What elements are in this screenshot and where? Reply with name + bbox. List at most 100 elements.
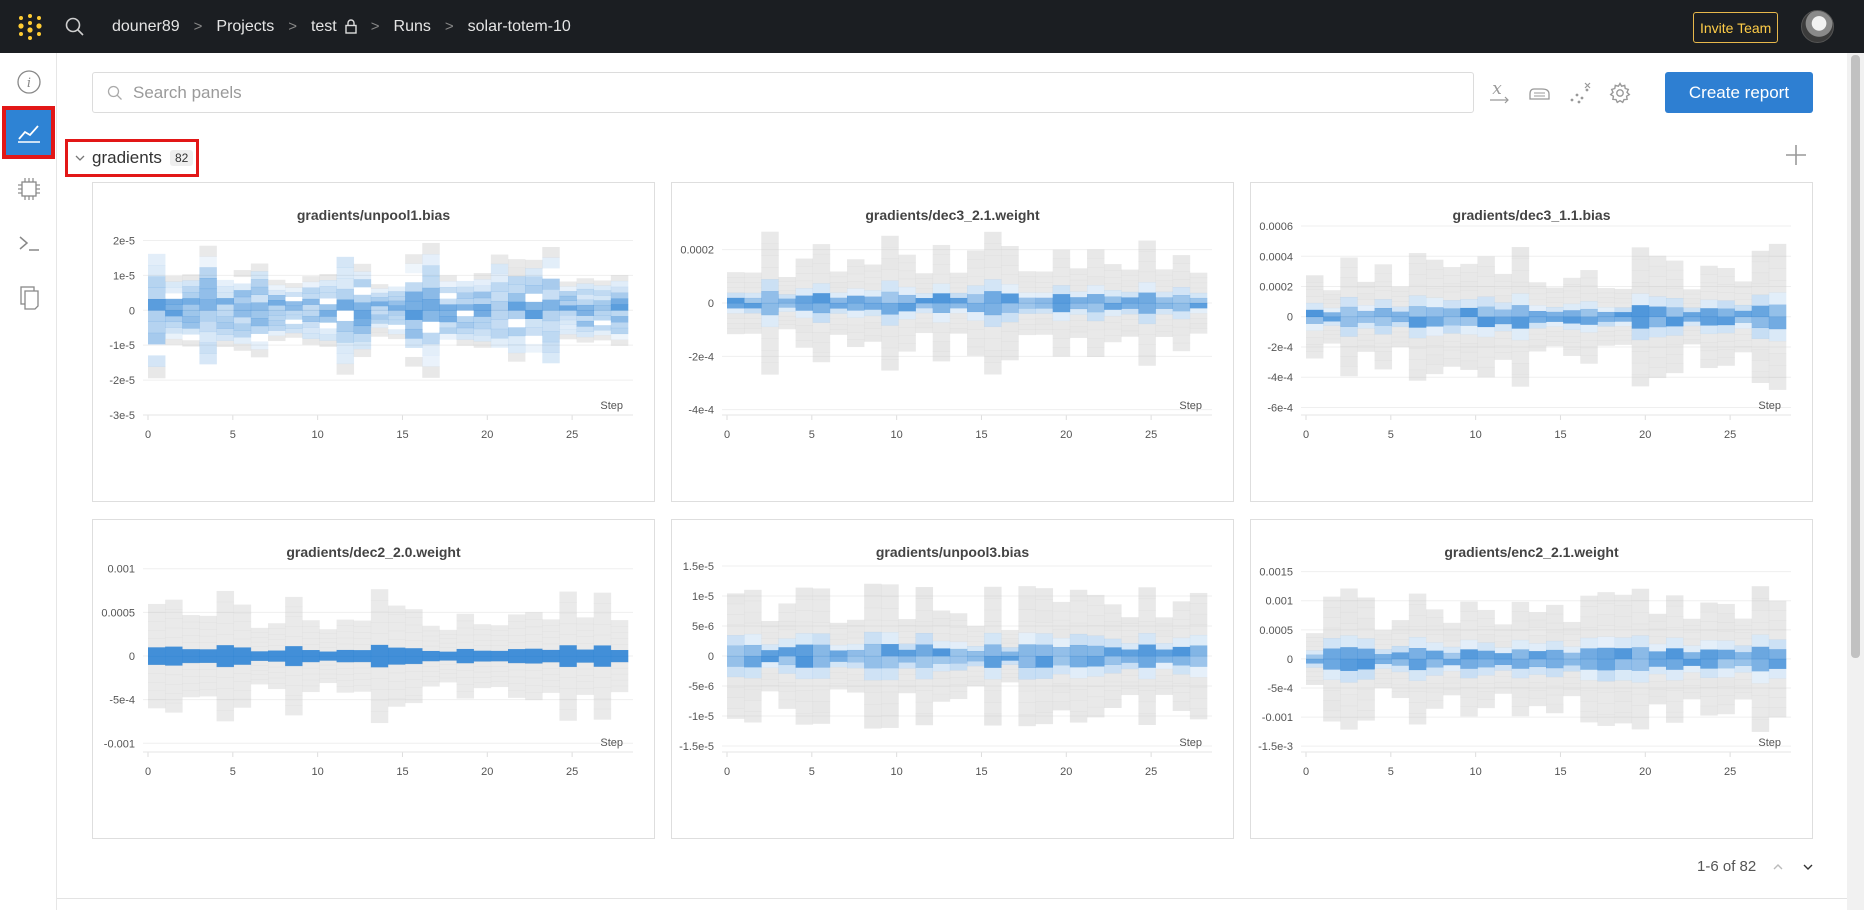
histogram-bin	[812, 678, 831, 691]
histogram-bin	[1751, 316, 1770, 329]
scrollbar-thumb[interactable]	[1851, 55, 1860, 658]
histogram-bin	[1580, 711, 1598, 723]
chart-panel[interactable]: gradients/unpool3.bias 1.5e-5 1e-5 5e-6 0 -5…	[671, 519, 1234, 839]
histogram-bin	[1563, 329, 1581, 337]
histogram-bin	[1717, 324, 1735, 334]
histogram-bin	[949, 292, 968, 299]
histogram-bin	[1306, 633, 1324, 638]
sidebar-files-button[interactable]	[4, 272, 53, 321]
histogram-bin	[388, 334, 406, 340]
histogram-bin	[1155, 308, 1174, 315]
histogram-bin	[1631, 258, 1650, 271]
histogram-bin	[1580, 308, 1598, 318]
histogram-bin	[1087, 666, 1105, 677]
breadcrumb-runs[interactable]: Runs	[393, 17, 431, 35]
histogram-bin	[336, 363, 355, 375]
histogram-bin	[1614, 680, 1633, 692]
global-search-icon[interactable]	[60, 12, 90, 42]
histogram-bin	[1069, 644, 1088, 657]
histogram-bin	[1683, 312, 1701, 318]
histogram-bin	[795, 265, 814, 274]
histogram-bin	[165, 310, 183, 317]
histogram-bin	[1138, 292, 1156, 304]
histogram-bin	[1666, 690, 1684, 702]
histogram-bin	[1546, 667, 1564, 678]
search-panels-input[interactable]	[133, 82, 1433, 103]
histogram-bin	[165, 298, 183, 305]
histogram-bin	[1666, 648, 1684, 660]
histogram-bin	[1001, 664, 1019, 670]
histogram-bin	[761, 632, 779, 639]
histogram-bin	[1477, 336, 1495, 348]
breadcrumb-project[interactable]: test	[310, 17, 337, 35]
histogram-bin	[1340, 623, 1358, 636]
histogram-bin	[182, 662, 200, 670]
histogram-bin	[1357, 281, 1375, 289]
histogram-bin	[473, 645, 492, 651]
histogram-bin	[353, 271, 372, 280]
histogram-bin	[576, 315, 595, 322]
sidebar-system-button[interactable]	[4, 164, 53, 213]
chart-panel[interactable]: gradients/dec2_2.0.weight 0.001 0.0005 0 -5…	[92, 519, 655, 839]
histogram-bin	[1087, 267, 1105, 277]
histogram-bin	[559, 281, 577, 287]
chart-panel[interactable]: gradients/dec3_2.1.weight 0.0002 0 -2e-4 -4…	[671, 182, 1234, 502]
histogram-bin	[932, 618, 951, 626]
chart-panel[interactable]: gradients/enc2_2.1.weight 0.0015 0.001 0.0…	[1250, 519, 1813, 839]
histogram-bin	[1172, 646, 1191, 657]
histogram-bin	[761, 326, 779, 339]
create-report-button[interactable]: Create report	[1665, 72, 1813, 113]
breadcrumb-projects[interactable]: Projects	[216, 17, 275, 35]
page-scrollbar[interactable]	[1847, 53, 1864, 910]
histogram-bin	[915, 307, 934, 314]
histogram-bin	[1357, 305, 1375, 312]
histogram-bin	[881, 347, 899, 360]
histogram-bin	[1155, 681, 1174, 689]
histogram-bin	[744, 700, 762, 712]
sidebar-charts-button[interactable]	[2, 106, 55, 159]
histogram-bin	[1751, 598, 1770, 611]
settings-button[interactable]	[1605, 78, 1635, 108]
breadcrumb-user[interactable]: douner89	[112, 17, 180, 35]
histogram-bin	[949, 613, 968, 621]
histogram-bin	[744, 323, 762, 329]
histogram-bin	[1391, 645, 1410, 653]
histogram-bin	[490, 310, 509, 320]
histogram-bin	[525, 259, 543, 269]
add-panel-button[interactable]	[1781, 140, 1811, 170]
section-header[interactable]: gradients 82	[65, 139, 199, 177]
histogram-bin	[1580, 347, 1598, 356]
histogram-bin	[812, 253, 831, 265]
smoothing-button[interactable]	[1525, 78, 1555, 108]
wandb-logo-icon[interactable]	[0, 0, 60, 53]
histogram-bin	[1580, 595, 1598, 607]
histogram-bin	[1528, 322, 1547, 329]
histogram-bin	[302, 644, 320, 651]
histogram-bin	[1580, 616, 1598, 628]
histogram-bin	[199, 321, 217, 333]
sidebar-info-button[interactable]: i	[4, 57, 53, 106]
histogram-bin	[456, 648, 475, 657]
x-axis-settings-button[interactable]: x	[1485, 78, 1515, 108]
histogram-bin	[898, 319, 916, 328]
histogram-bin	[1426, 354, 1444, 365]
invite-team-button[interactable]: Invite Team	[1693, 12, 1779, 43]
outliers-button[interactable]	[1565, 78, 1595, 108]
histogram-bin	[1357, 334, 1375, 341]
histogram-bin	[1323, 294, 1341, 300]
sidebar-logs-button[interactable]	[4, 218, 53, 267]
histogram-bin	[593, 592, 612, 604]
breadcrumb-run[interactable]: solar-totem-10	[467, 17, 571, 35]
chart-panel[interactable]: gradients/unpool1.bias 2e-5 1e-5 0 -1e-5 -2e…	[92, 182, 655, 502]
histogram-bin	[1138, 678, 1156, 691]
avatar[interactable]	[1801, 10, 1834, 43]
histogram-bin	[1069, 622, 1088, 635]
page-up-button[interactable]	[1770, 859, 1786, 875]
panel-search[interactable]	[92, 72, 1474, 113]
histogram-bin	[576, 617, 595, 625]
histogram-bin	[559, 709, 577, 721]
chart-panel[interactable]: gradients/dec3_1.1.bias 0.0006 0.0004 0.00…	[1250, 182, 1813, 502]
histogram-bin	[1426, 667, 1444, 676]
page-down-button[interactable]	[1800, 859, 1816, 875]
histogram-bin	[1155, 630, 1174, 637]
